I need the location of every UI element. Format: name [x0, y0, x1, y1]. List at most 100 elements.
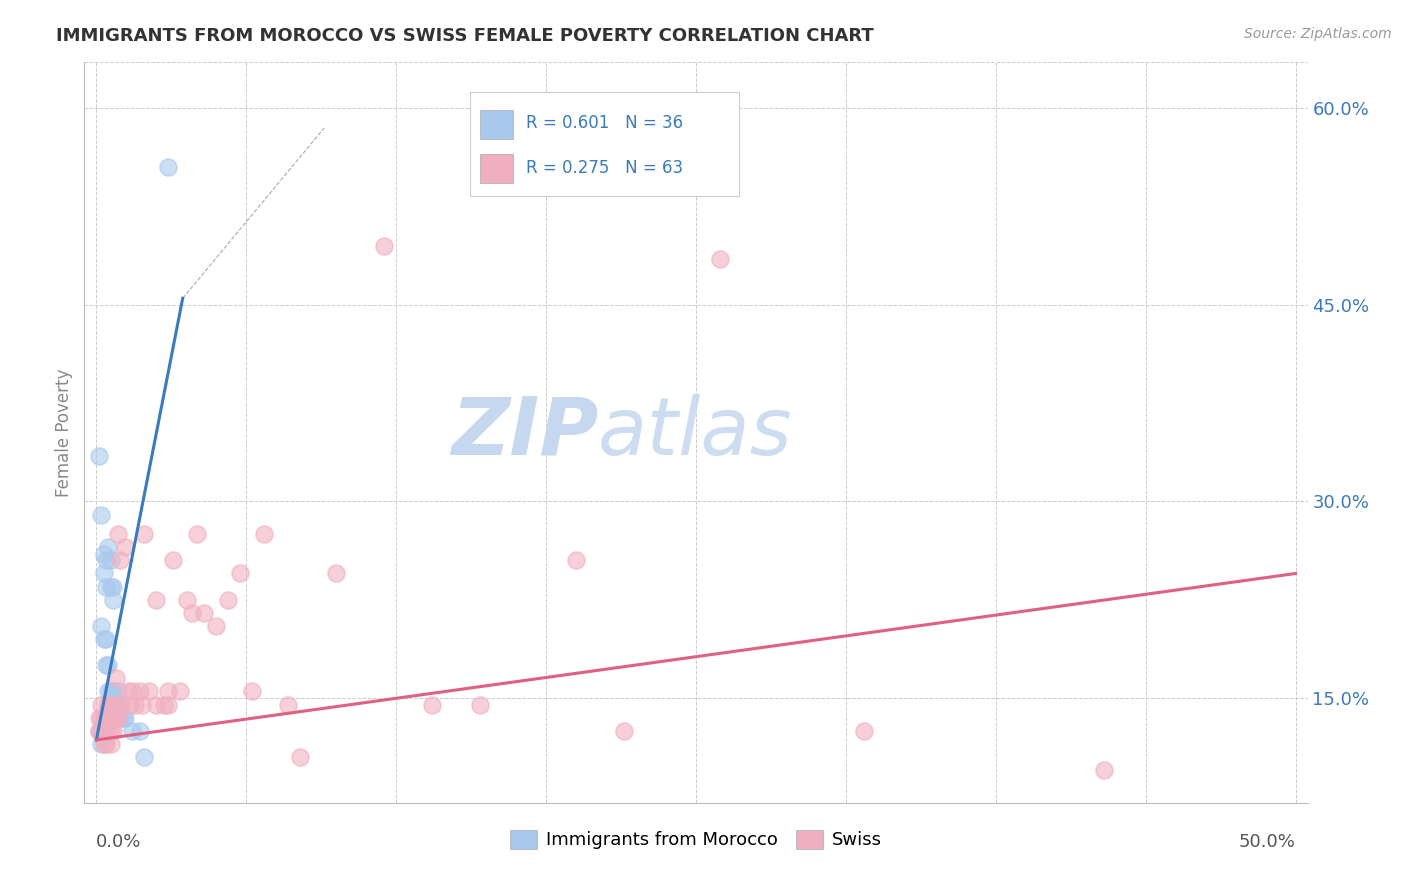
Point — [131, 698, 153, 712]
Point — [152, 698, 174, 712]
Point — [104, 671, 127, 685]
Point — [277, 698, 299, 712]
Point — [100, 711, 122, 725]
Point — [709, 252, 731, 266]
Point — [93, 566, 115, 581]
Point — [90, 619, 112, 633]
Point — [90, 508, 112, 522]
Point — [613, 723, 636, 738]
Point — [176, 592, 198, 607]
Point — [186, 527, 208, 541]
Y-axis label: Female Poverty: Female Poverty — [55, 368, 73, 497]
Text: IMMIGRANTS FROM MOROCCO VS SWISS FEMALE POVERTY CORRELATION CHART: IMMIGRANTS FROM MOROCCO VS SWISS FEMALE … — [56, 27, 875, 45]
Point — [138, 684, 160, 698]
Point — [90, 737, 112, 751]
Point — [107, 711, 129, 725]
Point — [90, 711, 112, 725]
Point — [325, 566, 347, 581]
Legend: Immigrants from Morocco, Swiss: Immigrants from Morocco, Swiss — [503, 823, 889, 856]
Point — [97, 698, 120, 712]
Point — [128, 723, 150, 738]
Point — [101, 698, 124, 712]
Point — [157, 698, 180, 712]
Point — [181, 606, 204, 620]
Point — [87, 711, 110, 725]
Point — [101, 711, 124, 725]
Point — [104, 711, 127, 725]
Point — [157, 684, 180, 698]
Point — [162, 553, 184, 567]
Point — [229, 566, 252, 581]
Point — [217, 592, 239, 607]
Point — [145, 592, 167, 607]
Point — [128, 684, 150, 698]
Point — [93, 632, 115, 646]
Text: 0.0%: 0.0% — [97, 833, 142, 851]
Point — [94, 711, 117, 725]
Point — [90, 698, 112, 712]
Point — [121, 723, 143, 738]
Point — [852, 723, 875, 738]
Point — [104, 711, 127, 725]
Point — [107, 527, 129, 541]
Point — [468, 698, 491, 712]
Point — [565, 553, 588, 567]
Text: Source: ZipAtlas.com: Source: ZipAtlas.com — [1244, 27, 1392, 41]
Point — [100, 698, 122, 712]
Point — [100, 737, 122, 751]
Point — [107, 684, 129, 698]
Point — [110, 698, 132, 712]
Point — [111, 711, 134, 725]
Point — [118, 698, 141, 712]
Point — [117, 684, 139, 698]
Point — [93, 711, 115, 725]
Point — [373, 239, 395, 253]
Point — [94, 580, 117, 594]
Point — [134, 750, 156, 764]
Point — [157, 161, 180, 175]
Point — [97, 698, 120, 712]
Point — [97, 541, 120, 555]
Point — [87, 449, 110, 463]
Point — [253, 527, 276, 541]
Point — [87, 723, 110, 738]
Point — [420, 698, 443, 712]
Point — [97, 684, 120, 698]
Point — [100, 723, 122, 738]
Point — [94, 658, 117, 673]
Point — [101, 723, 124, 738]
Point — [94, 737, 117, 751]
Point — [97, 658, 120, 673]
Text: ZIP: ZIP — [451, 393, 598, 472]
Text: atlas: atlas — [598, 393, 793, 472]
Point — [290, 750, 312, 764]
Point — [100, 553, 122, 567]
Point — [104, 698, 127, 712]
Point — [124, 698, 146, 712]
Point — [100, 580, 122, 594]
Point — [104, 698, 127, 712]
Point — [121, 684, 143, 698]
Point — [240, 684, 263, 698]
Point — [93, 547, 115, 561]
Point — [93, 723, 115, 738]
Point — [93, 737, 115, 751]
Point — [145, 698, 167, 712]
Point — [134, 527, 156, 541]
Point — [205, 619, 228, 633]
Point — [101, 698, 124, 712]
Point — [94, 553, 117, 567]
Point — [94, 723, 117, 738]
Point — [114, 541, 136, 555]
Point — [94, 632, 117, 646]
Point — [101, 580, 124, 594]
Point — [110, 711, 132, 725]
Point — [193, 606, 215, 620]
Point — [107, 711, 129, 725]
Point — [90, 723, 112, 738]
Point — [87, 723, 110, 738]
Point — [1092, 763, 1115, 777]
Point — [101, 684, 124, 698]
Point — [110, 553, 132, 567]
Point — [100, 684, 122, 698]
